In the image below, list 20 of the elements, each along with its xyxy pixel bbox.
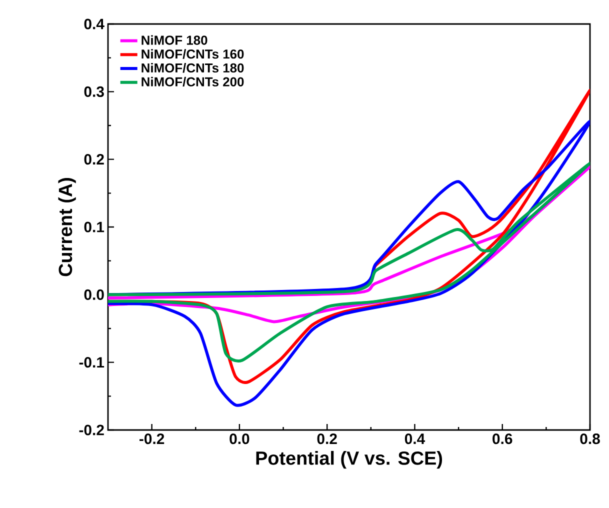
y-tick-label: 0.0 bbox=[84, 289, 104, 300]
legend-label: NiMOF/CNTs 160 bbox=[142, 49, 244, 59]
x-axis-title: Potential (V vs. SCE) bbox=[256, 450, 442, 469]
y-tick-label: -0.1 bbox=[79, 357, 104, 368]
line-series bbox=[108, 162, 590, 362]
y-axis-title: Current (A) bbox=[58, 178, 76, 276]
x-tick-label: 0.0 bbox=[230, 434, 250, 444]
y-tick-label: -0.2 bbox=[79, 424, 104, 436]
y-tick-label: 0.1 bbox=[84, 222, 104, 232]
x-tick-label: -0.2 bbox=[140, 434, 164, 444]
legend-label: NiMOF/CNTs 180 bbox=[142, 63, 244, 73]
legend-label: NiMOF/CNTs 200 bbox=[142, 76, 244, 87]
legend-label: NiMOF 180 bbox=[142, 35, 208, 45]
x-tick-label: 0.4 bbox=[404, 434, 426, 444]
x-tick-label: 0.2 bbox=[317, 434, 337, 444]
x-tick-label: 0.6 bbox=[492, 434, 512, 444]
y-tick-label: 0.3 bbox=[84, 86, 104, 97]
y-tick-label: 0.4 bbox=[84, 18, 104, 30]
x-tick-label: 0.8 bbox=[580, 434, 600, 444]
y-tick-label: 0.2 bbox=[84, 154, 104, 165]
